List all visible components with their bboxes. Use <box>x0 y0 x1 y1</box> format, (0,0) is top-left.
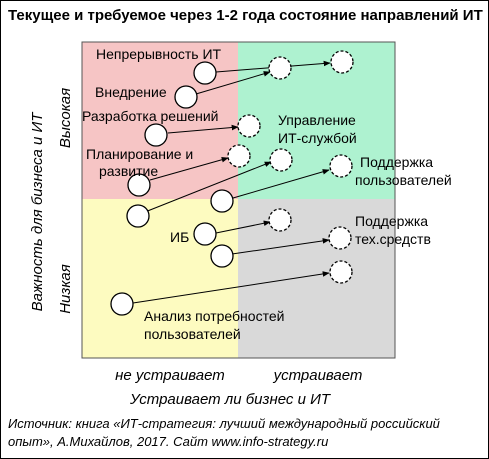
current-needs-circle <box>110 292 134 316</box>
source-line-1: Источник: книга «ИТ-стратегия: лучший ме… <box>8 416 440 431</box>
x-axis-title: Устраивает ли бизнес и ИТ <box>129 391 332 408</box>
arrow-planning <box>149 157 229 181</box>
target-user-support-circle <box>329 154 353 178</box>
current-hw-support-circle <box>210 244 234 268</box>
current-planning-circle <box>127 173 151 197</box>
y-axis-low-label: Низкая <box>57 264 74 314</box>
current-itsm-circle <box>126 204 150 228</box>
current-continuity-circle <box>193 61 217 85</box>
target-itsm-circle <box>269 148 293 172</box>
target-needs-circle <box>329 260 353 284</box>
current-security-circle <box>193 222 217 246</box>
x-axis-bad-label: не устраивает <box>115 367 225 384</box>
x-axis-good-label: устраивает <box>273 367 363 384</box>
label-needs-line1: Анализ потребностей <box>144 308 284 324</box>
label-itsm-line2: ИТ-службой <box>278 130 357 146</box>
label-solutions: Разработка решений <box>82 108 218 124</box>
label-planning-line1: Планирование и <box>86 146 193 162</box>
matrix-border <box>81 41 396 359</box>
target-planning-circle <box>227 144 251 168</box>
diagram-title: Текущее и требуемое через 1-2 года состо… <box>8 7 483 24</box>
target-security-circle <box>268 208 292 232</box>
label-user-support-line2: пользователей <box>355 172 452 188</box>
label-planning-line2: развитие <box>99 163 158 179</box>
source-line-2: опыт», А.Михайлов, 2017. Сайт www.info-s… <box>8 434 329 449</box>
label-implementation: Внедрение <box>95 84 167 100</box>
target-hw-support-circle <box>328 226 352 250</box>
current-user-support-circle <box>210 189 234 213</box>
y-axis-high-label: Высокая <box>57 88 74 148</box>
target-solutions-circle <box>237 114 261 138</box>
arrow-solutions <box>167 124 239 134</box>
arrow-implementation <box>195 71 271 95</box>
arrow-hw-support <box>231 238 330 255</box>
current-implementation-circle <box>174 85 198 109</box>
target-continuity-circle <box>330 50 354 74</box>
label-security: ИБ <box>170 229 189 245</box>
target-implementation-circle <box>268 56 292 80</box>
y-axis-title: Важность для бизнеса и ИТ <box>29 111 46 312</box>
arrow-itsm <box>144 161 272 213</box>
label-needs-line2: пользователей <box>144 326 241 342</box>
label-itsm-line1: Управление <box>278 112 356 128</box>
source-note: Источник: книга «ИТ-стратегия: лучший ме… <box>8 415 478 451</box>
label-hw-support-line1: Поддержка <box>355 213 428 229</box>
label-user-support-line1: Поддержка <box>360 154 433 170</box>
label-hw-support-line2: тех.средств <box>355 231 431 247</box>
label-continuity: Непрерывность ИТ <box>96 46 222 62</box>
arrow-needs <box>132 271 330 304</box>
current-solutions-circle <box>144 123 168 147</box>
arrow-user-support <box>232 169 330 199</box>
arrow-security <box>215 220 271 234</box>
